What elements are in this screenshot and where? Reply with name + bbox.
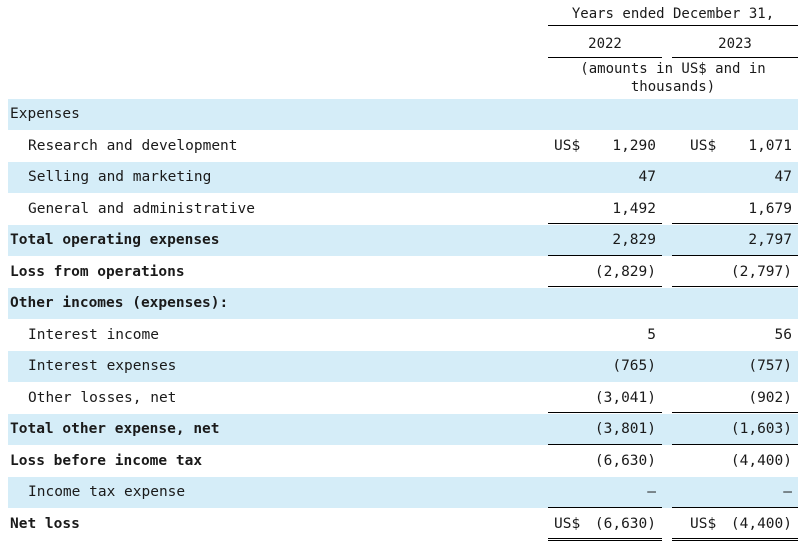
row-label: Income tax expense [28,484,186,500]
year1-underline [548,57,662,58]
value-2022: (6,630) [594,515,656,532]
period-header: Years ended December 31, [571,6,775,22]
value-2023: (902) [748,389,792,406]
value-2023: 2,797 [748,232,792,248]
single-underline [672,254,798,256]
row-label: Expenses [10,106,80,122]
value-2022: 5 [647,326,656,343]
row-label: Other losses, net [28,389,177,406]
single-underline [672,506,798,508]
currency-symbol: US$ [690,137,717,154]
value-2022: (3,041) [594,389,656,406]
year2-underline [672,57,798,58]
single-underline [672,443,798,445]
double-underline [548,538,662,541]
year-2022-header: 2022 [588,36,622,52]
value-2023: (2,797) [730,263,792,280]
table-row: Loss from operations (2,829) (2,797) [8,257,798,288]
table-row: Loss before income tax (6,630) (4,400) [8,446,798,477]
value-2023: (4,400) [730,515,792,532]
single-underline [548,254,662,256]
single-underline [548,412,662,413]
double-underline [548,286,662,289]
row-label: Research and development [28,137,238,154]
value-2022: 1,290 [612,137,656,154]
row-label: General and administrative [28,200,255,217]
value-2023: (757) [748,358,792,374]
row-label: Net loss [10,515,80,532]
value-2022: (2,829) [594,263,656,280]
table-row: Interest expenses (765) (757) [8,351,798,382]
value-2022: (6,630) [594,452,656,469]
value-2023: 1,071 [748,137,792,154]
table-row: Other incomes (expenses): [8,288,798,319]
single-underline [548,443,662,445]
double-underline [672,538,798,541]
double-underline [672,286,798,289]
table-row: Income tax expense — — [8,477,798,508]
table-row: General and administrative 1,492 1,679 [8,194,798,225]
table-row: Other losses, net (3,041) (902) [8,383,798,414]
period-underline [548,25,798,26]
currency-symbol: US$ [554,137,581,154]
row-label: Selling and marketing [28,169,212,185]
single-underline [672,412,798,413]
table-row: Interest income 5 56 [8,320,798,351]
value-2023: 1,679 [748,200,792,217]
table-row: Research and development US$ US$ 1,290 1,071 [8,131,798,162]
value-2022: (3,801) [594,421,656,437]
table-row: Total other expense, net (3,801) (1,603) [8,414,798,445]
row-label: Interest expenses [28,358,177,374]
single-underline [672,223,798,224]
value-2022: 1,492 [612,200,656,217]
row-label: Loss from operations [10,263,185,280]
table-row: Net loss US$ US$ (6,630) (4,400) [8,509,798,540]
value-2023: 47 [774,169,792,185]
value-2023: (4,400) [730,452,792,469]
value-2022: — [647,484,656,500]
single-underline [548,223,662,224]
value-2022: 2,829 [612,232,656,248]
value-2023: (1,603) [730,421,792,437]
table-row: Expenses [8,99,798,130]
year-2023-header: 2023 [718,36,752,52]
row-label: Total operating expenses [10,232,220,248]
unit-note: (amounts in US$ and in thousands) [580,61,766,95]
row-label: Other incomes (expenses): [10,295,229,311]
table-row: Selling and marketing 47 47 [8,162,798,193]
row-label: Loss before income tax [10,452,203,469]
value-2023: 56 [774,326,792,343]
currency-symbol: US$ [554,515,581,532]
value-2022: (765) [612,358,656,374]
value-2022: 47 [638,169,656,185]
table-row: Total operating expenses 2,829 2,797 [8,225,798,256]
single-underline [548,506,662,508]
row-label: Total other expense, net [10,421,220,437]
value-2023: — [783,484,792,500]
row-label: Interest income [28,326,159,343]
currency-symbol: US$ [690,515,717,532]
